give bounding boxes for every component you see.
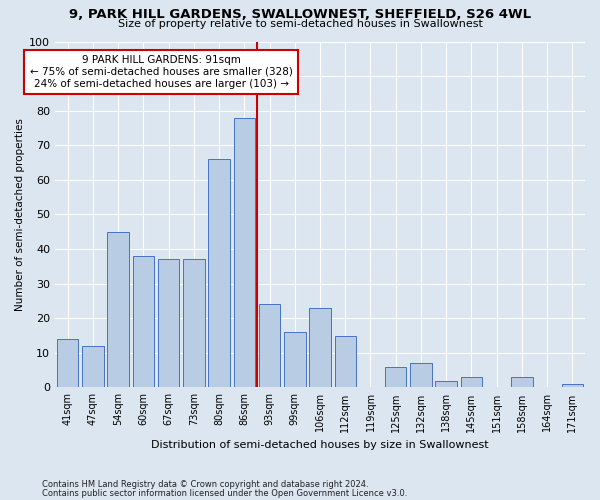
Bar bbox=[133, 256, 154, 388]
Bar bbox=[284, 332, 305, 388]
X-axis label: Distribution of semi-detached houses by size in Swallownest: Distribution of semi-detached houses by … bbox=[151, 440, 489, 450]
Bar bbox=[436, 380, 457, 388]
Bar bbox=[410, 363, 431, 388]
Text: 9, PARK HILL GARDENS, SWALLOWNEST, SHEFFIELD, S26 4WL: 9, PARK HILL GARDENS, SWALLOWNEST, SHEFF… bbox=[69, 8, 531, 20]
Bar bbox=[57, 339, 79, 388]
Text: Contains public sector information licensed under the Open Government Licence v3: Contains public sector information licen… bbox=[42, 489, 407, 498]
Bar bbox=[82, 346, 104, 388]
Bar bbox=[259, 304, 280, 388]
Bar bbox=[335, 336, 356, 388]
Bar bbox=[511, 377, 533, 388]
Text: Size of property relative to semi-detached houses in Swallownest: Size of property relative to semi-detach… bbox=[118, 19, 482, 29]
Bar bbox=[158, 260, 179, 388]
Bar bbox=[208, 159, 230, 388]
Bar bbox=[233, 118, 255, 388]
Bar bbox=[183, 260, 205, 388]
Bar bbox=[309, 308, 331, 388]
Text: 9 PARK HILL GARDENS: 91sqm
← 75% of semi-detached houses are smaller (328)
24% o: 9 PARK HILL GARDENS: 91sqm ← 75% of semi… bbox=[29, 56, 292, 88]
Bar bbox=[107, 232, 129, 388]
Bar bbox=[562, 384, 583, 388]
Bar bbox=[385, 366, 406, 388]
Text: Contains HM Land Registry data © Crown copyright and database right 2024.: Contains HM Land Registry data © Crown c… bbox=[42, 480, 368, 489]
Bar bbox=[461, 377, 482, 388]
Y-axis label: Number of semi-detached properties: Number of semi-detached properties bbox=[15, 118, 25, 311]
